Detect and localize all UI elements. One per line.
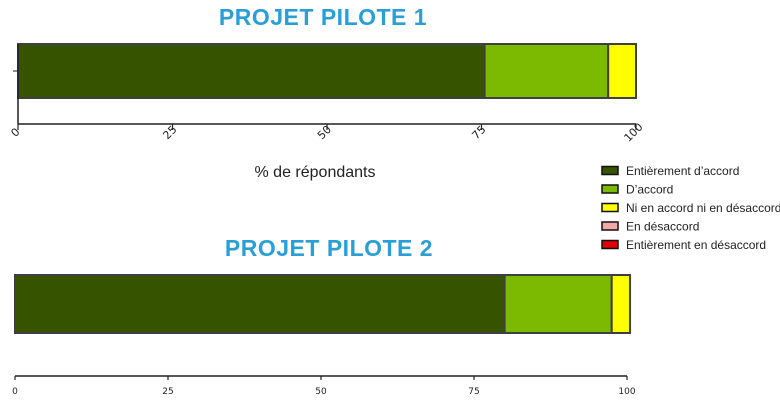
x-tick-label: 0 bbox=[8, 125, 22, 139]
x-tick-label: 100 bbox=[618, 387, 635, 397]
legend-swatch bbox=[601, 221, 619, 231]
bar-segment-2 bbox=[503, 274, 613, 334]
chart-title: PROJET PILOTE 2 bbox=[225, 235, 433, 261]
chart-projet-pilote-2: PROJET PILOTE 2 0 25 50 75 100 bbox=[12, 235, 636, 397]
x-tick-label: 50 bbox=[315, 387, 327, 397]
legend-label: En désaccord bbox=[626, 220, 699, 234]
bar-segment-3 bbox=[610, 274, 632, 334]
x-tick-label: 75 bbox=[469, 123, 488, 142]
x-tick-label: 25 bbox=[162, 387, 173, 397]
bar-segment-3 bbox=[607, 43, 638, 99]
legend-label: D’accord bbox=[626, 183, 673, 197]
x-tick-label: 0 bbox=[12, 387, 18, 397]
bar-segment-2 bbox=[483, 43, 610, 99]
chart-title: PROJET PILOTE 1 bbox=[219, 4, 427, 30]
legend-swatch bbox=[601, 202, 619, 213]
legend-label: Ni en accord ni en désaccord bbox=[626, 201, 780, 215]
x-tick-label: 75 bbox=[468, 387, 479, 397]
legend: Entièrement d’accord D’accord Ni en accord… bbox=[601, 164, 780, 252]
legend-label: Entièrement en désaccord bbox=[626, 238, 766, 252]
chart-projet-pilote-1: PROJET PILOTE 10 25 50 75 100% de répondants bbox=[8, 4, 645, 181]
bar-segment-1 bbox=[14, 274, 506, 334]
legend-swatch bbox=[601, 184, 619, 194]
legend-swatch bbox=[601, 165, 619, 176]
legend-label: Entièrement d’accord bbox=[626, 164, 739, 178]
bar-segment-1 bbox=[17, 43, 486, 99]
x-tick-label: 50 bbox=[315, 123, 334, 142]
legend-swatch bbox=[601, 239, 619, 250]
x-axis-label: % de répondants bbox=[255, 164, 376, 181]
x-tick-label: 25 bbox=[160, 123, 179, 142]
